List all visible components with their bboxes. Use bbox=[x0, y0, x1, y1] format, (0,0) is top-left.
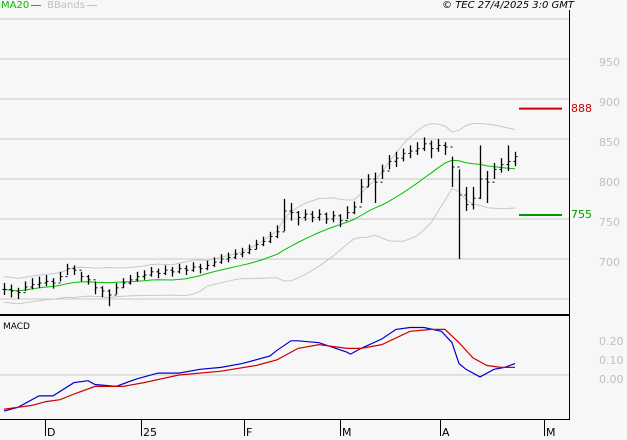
price-axis-label: 750 bbox=[599, 216, 620, 229]
ma20-line bbox=[3, 159, 516, 292]
x-axis-label: A bbox=[442, 426, 450, 439]
macd-axis-label: 0.20 bbox=[599, 335, 624, 348]
price-axis-label: 850 bbox=[599, 136, 620, 149]
x-axis-label: 25 bbox=[143, 426, 157, 439]
price-axis-label: 900 bbox=[599, 96, 620, 109]
level-label: 888 bbox=[571, 101, 592, 115]
legend-ma20-swatch bbox=[31, 4, 42, 6]
x-axis-label: M bbox=[546, 426, 556, 439]
legend-bbands: BBands bbox=[47, 0, 97, 11]
price-axis-label: 700 bbox=[599, 256, 620, 269]
x-axis-label: F bbox=[246, 426, 253, 439]
x-axis-label: D bbox=[47, 426, 56, 439]
price-axis-label: 950 bbox=[599, 56, 620, 69]
legend-bbands-swatch bbox=[86, 4, 97, 6]
legend-ma20: MA20 bbox=[1, 0, 42, 11]
price-axis-label: 800 bbox=[599, 176, 620, 189]
copyright: © TEC 27/4/2025 3:0 GMT bbox=[442, 0, 574, 11]
bband-upper-line bbox=[3, 123, 516, 279]
legend: MA20 BBands bbox=[1, 0, 97, 12]
macd-axis-label: 0.10 bbox=[599, 354, 624, 367]
legend-bbands-label: BBands bbox=[47, 0, 85, 11]
macd-line bbox=[3, 326, 516, 412]
x-axis-label: M bbox=[342, 426, 352, 439]
macd-title: MACD bbox=[3, 322, 30, 332]
level-label: 755 bbox=[571, 208, 592, 221]
macd-axis-label: 0.00 bbox=[599, 373, 624, 386]
legend-ma20-label: MA20 bbox=[1, 0, 30, 11]
bband-lower-line bbox=[3, 187, 516, 305]
macd-signal-line bbox=[3, 328, 515, 410]
